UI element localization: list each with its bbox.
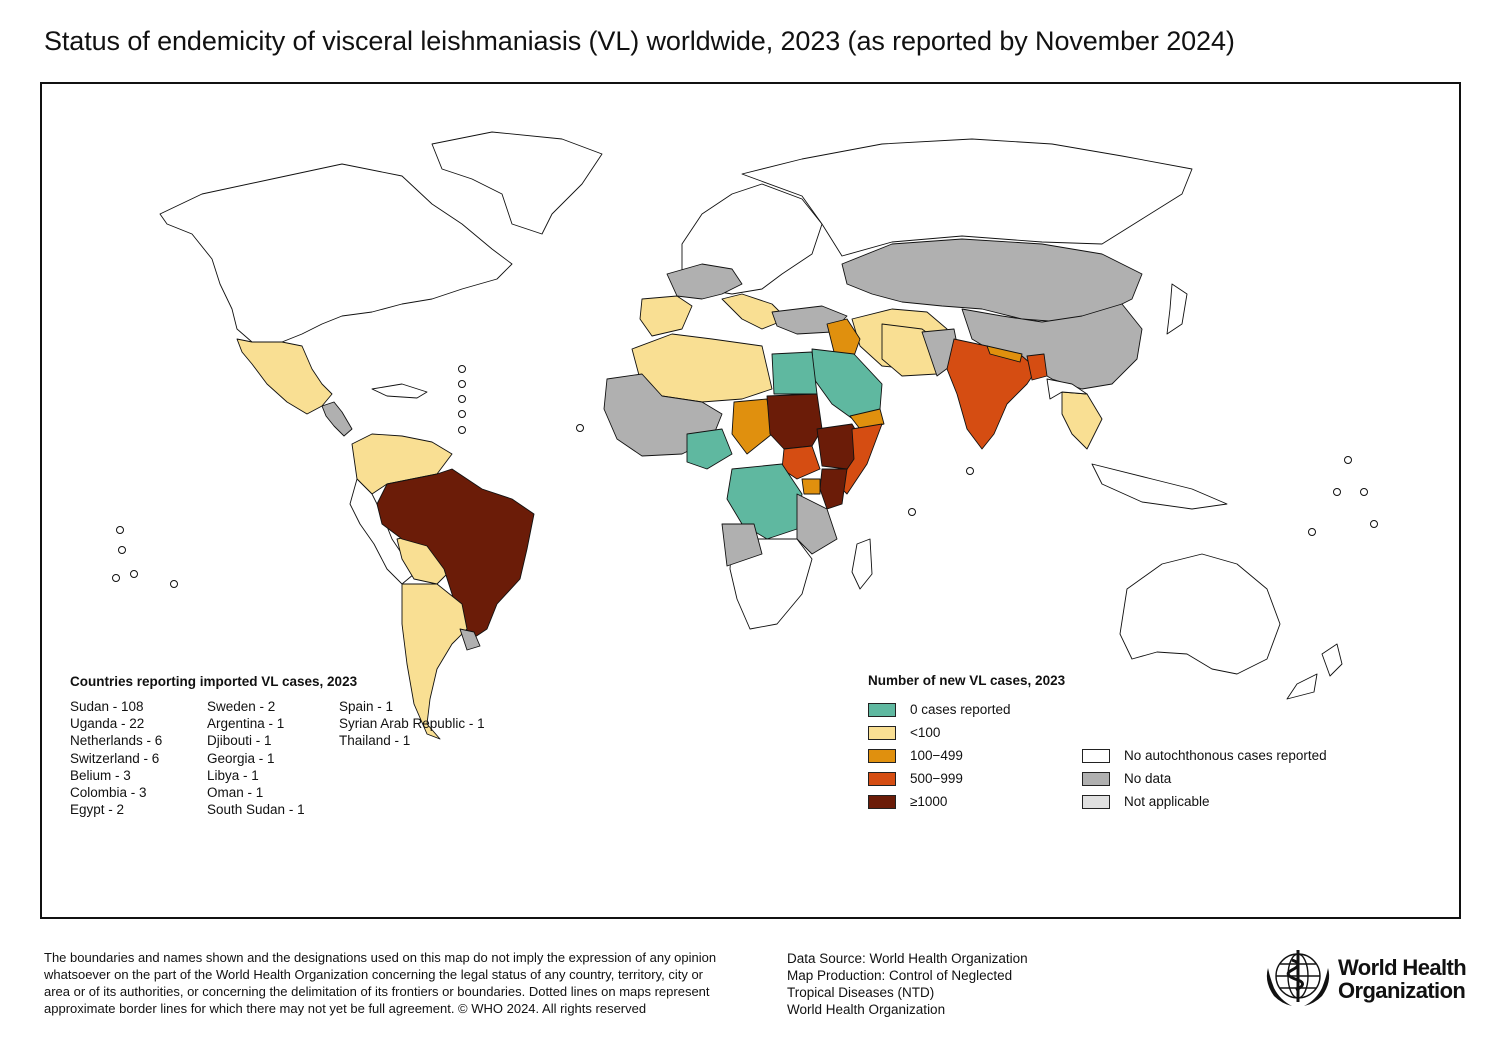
imported-entry: Uganda - 22 xyxy=(70,716,145,732)
region-east-africa xyxy=(796,493,838,555)
legend-panel: Number of new VL cases, 2023 0 cases rep… xyxy=(868,673,1327,813)
imported-col-3: Spain - 1 Syrian Arab Republic - 1 Thail… xyxy=(339,698,485,818)
imported-col-2: Sweden - 2 Argentina - 1 Djibouti - 1 Ge… xyxy=(207,698,339,818)
who-emblem-icon xyxy=(1266,950,1330,1006)
region-brazil xyxy=(376,468,535,640)
source-line: Tropical Diseases (NTD) xyxy=(787,985,935,1000)
region-russia xyxy=(841,238,1143,323)
who-wordmark: World Health Organization xyxy=(1338,955,1467,1003)
legend-item: <100 xyxy=(868,721,1082,744)
imported-entry: Sweden - 2 xyxy=(207,699,276,714)
legend-label: Not applicable xyxy=(1124,794,1210,809)
legend-swatch xyxy=(868,771,896,786)
region-iraq xyxy=(826,318,861,357)
imported-cases-heading: Countries reporting imported VL cases, 2… xyxy=(70,674,358,689)
region-iberia xyxy=(639,295,693,337)
map-frame xyxy=(40,82,1461,919)
legend-swatch xyxy=(868,725,896,740)
legend-label: ≥1000 xyxy=(910,794,948,809)
imported-entry: Spain - 1 xyxy=(339,699,394,714)
region-southern-cone xyxy=(401,583,468,740)
legend-label: 0 cases reported xyxy=(910,702,1011,717)
region-new-zealand xyxy=(1286,643,1343,700)
region-sudan xyxy=(766,393,823,450)
legend-label: 100−499 xyxy=(910,748,963,763)
region-central-africa xyxy=(726,463,803,540)
region-mexico xyxy=(236,338,333,415)
legend-item: Not applicable xyxy=(1082,790,1327,813)
disclaimer-text: The boundaries and names shown and the d… xyxy=(44,950,717,1016)
map-title: Status of endemicity of visceral leishma… xyxy=(44,26,1235,56)
region-egypt xyxy=(771,351,818,395)
legend-swatch xyxy=(1082,794,1110,809)
imported-entry: Argentina - 1 xyxy=(207,716,285,732)
region-southeast-asia xyxy=(1061,391,1103,450)
imported-entry: Georgia - 1 xyxy=(207,750,275,766)
region-indonesia xyxy=(1091,463,1228,510)
region-chad xyxy=(731,398,773,455)
legend-item: 100−499 xyxy=(868,744,1082,767)
region-north-america xyxy=(159,163,513,343)
region-japan xyxy=(1166,283,1188,335)
imported-cases-panel: Countries reporting imported VL cases, 2… xyxy=(70,674,485,818)
imported-entry: Colombia - 3 xyxy=(70,784,147,800)
legend-item: 0 cases reported xyxy=(868,698,1082,721)
legend-item: No data xyxy=(1082,767,1327,790)
imported-col-1: Sudan - 108 Uganda - 22 Netherlands - 6 … xyxy=(70,698,207,818)
region-indochina xyxy=(1046,378,1088,400)
imported-entry: Egypt - 2 xyxy=(70,802,125,818)
imported-entry: Netherlands - 6 xyxy=(70,733,163,749)
region-australia xyxy=(1119,553,1281,675)
region-north-asia xyxy=(741,138,1193,257)
imported-entry: South Sudan - 1 xyxy=(207,802,305,818)
source-line: Map Production: Control of Neglected xyxy=(787,968,1013,983)
legend-swatch xyxy=(1082,748,1110,763)
source-line: World Health Organization xyxy=(787,1002,946,1017)
region-yemen xyxy=(849,408,885,430)
source-line: Data Source: World Health Organization xyxy=(787,951,1028,966)
imported-entry: Libya - 1 xyxy=(207,767,259,783)
source-panel: Data Source: World Health Organization M… xyxy=(787,950,1028,1018)
legend-swatch xyxy=(1082,771,1110,786)
region-greenland xyxy=(431,131,603,235)
imported-entry: Oman - 1 xyxy=(207,784,264,800)
region-nepal xyxy=(986,345,1023,363)
imported-entry: Sudan - 108 xyxy=(70,699,144,714)
region-uruguay xyxy=(459,628,481,651)
world-map xyxy=(112,131,1378,740)
legend-label: No autochthonous cases reported xyxy=(1124,748,1327,763)
region-uganda xyxy=(801,478,821,495)
legend-label: No data xyxy=(1124,771,1172,786)
legend-col-status: No autochthonous cases reported No data … xyxy=(1082,698,1327,813)
region-central-america xyxy=(321,401,353,437)
region-bangladesh xyxy=(1026,353,1048,381)
imported-entry: Switzerland - 6 xyxy=(70,750,160,766)
legend-swatch xyxy=(868,702,896,717)
legend-heading: Number of new VL cases, 2023 xyxy=(868,673,1066,688)
legend-col-cases: 0 cases reported <100 100−499 500−999 ≥1… xyxy=(868,698,1082,813)
region-caribbean xyxy=(371,383,428,399)
who-wordmark-line2: Organization xyxy=(1338,978,1466,1003)
imported-entry: Thailand - 1 xyxy=(339,733,411,749)
who-wordmark-line1: World Health xyxy=(1338,955,1467,980)
legend-label: <100 xyxy=(910,725,941,740)
region-kenya xyxy=(819,468,848,510)
region-nigeria xyxy=(686,428,733,470)
imported-entry: Djibouti - 1 xyxy=(207,733,272,749)
region-angola xyxy=(721,523,763,567)
region-madagascar xyxy=(851,538,873,590)
legend-swatch xyxy=(868,748,896,763)
legend-item: ≥1000 xyxy=(868,790,1082,813)
legend-item: No autochthonous cases reported xyxy=(1082,744,1327,767)
region-somalia xyxy=(836,423,883,495)
imported-entry: Syrian Arab Republic - 1 xyxy=(339,716,485,732)
region-southern-africa xyxy=(729,538,813,630)
region-western-europe xyxy=(666,263,743,300)
legend-item: 500−999 xyxy=(868,767,1082,790)
legend-label: 500−999 xyxy=(910,771,963,786)
imported-entry: Belium - 3 xyxy=(70,767,131,783)
legend-swatch xyxy=(868,794,896,809)
island-markers xyxy=(112,365,1378,588)
